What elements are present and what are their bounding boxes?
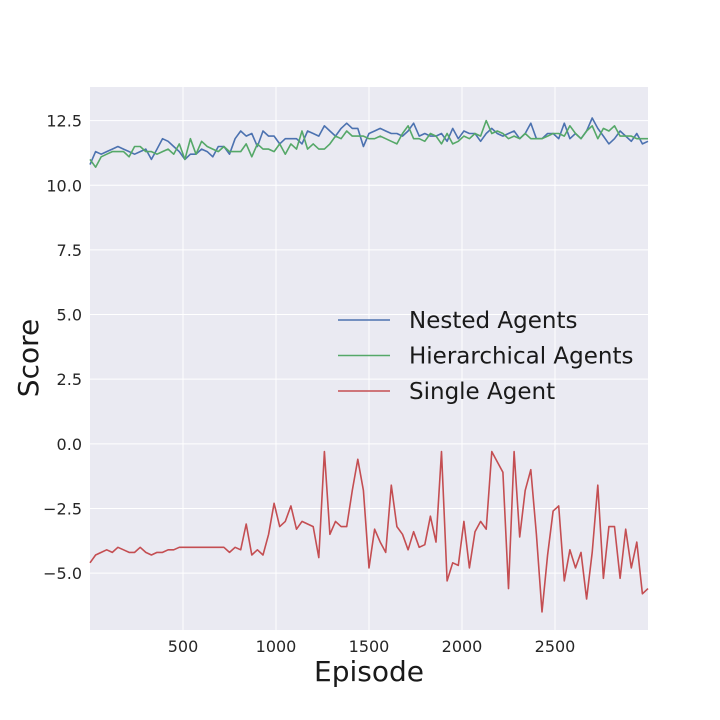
legend-label: Hierarchical Agents bbox=[409, 344, 633, 370]
y-tick-label: 12.5 bbox=[46, 112, 82, 131]
series-lines bbox=[89, 117, 649, 613]
y-tick-label: 0.0 bbox=[57, 435, 82, 454]
x-tick-label: 500 bbox=[168, 637, 199, 656]
x-tick-label: 1000 bbox=[256, 637, 297, 656]
x-tick-label: 2500 bbox=[535, 637, 576, 656]
grid-lines bbox=[90, 87, 648, 630]
series-line-nested-agents bbox=[89, 117, 649, 165]
y-tick-label: 10.0 bbox=[46, 176, 82, 195]
x-tick-labels: 500 1000 1500 2000 2500 bbox=[168, 637, 576, 656]
y-tick-label: −5.0 bbox=[43, 564, 82, 583]
y-tick-label: 5.0 bbox=[57, 306, 82, 325]
series-line-hierarchical-agents bbox=[89, 119, 648, 168]
y-tick-label: 7.5 bbox=[57, 241, 82, 260]
y-tick-label: −2.5 bbox=[43, 499, 82, 518]
legend-label: Single Agent bbox=[409, 379, 555, 405]
y-axis-label: Score bbox=[12, 319, 45, 397]
series-line-single-agent bbox=[89, 450, 649, 613]
y-tick-labels: 12.5 10.0 7.5 5.0 2.5 0.0 −2.5 −5.0 bbox=[43, 112, 82, 583]
x-tick-label: 1500 bbox=[349, 637, 390, 656]
y-tick-label: 2.5 bbox=[57, 370, 82, 389]
legend: Nested Agents Hierarchical Agents Single A… bbox=[338, 308, 633, 405]
x-axis-label: Episode bbox=[314, 655, 424, 688]
legend-label: Nested Agents bbox=[409, 308, 577, 334]
x-tick-label: 2000 bbox=[442, 637, 483, 656]
